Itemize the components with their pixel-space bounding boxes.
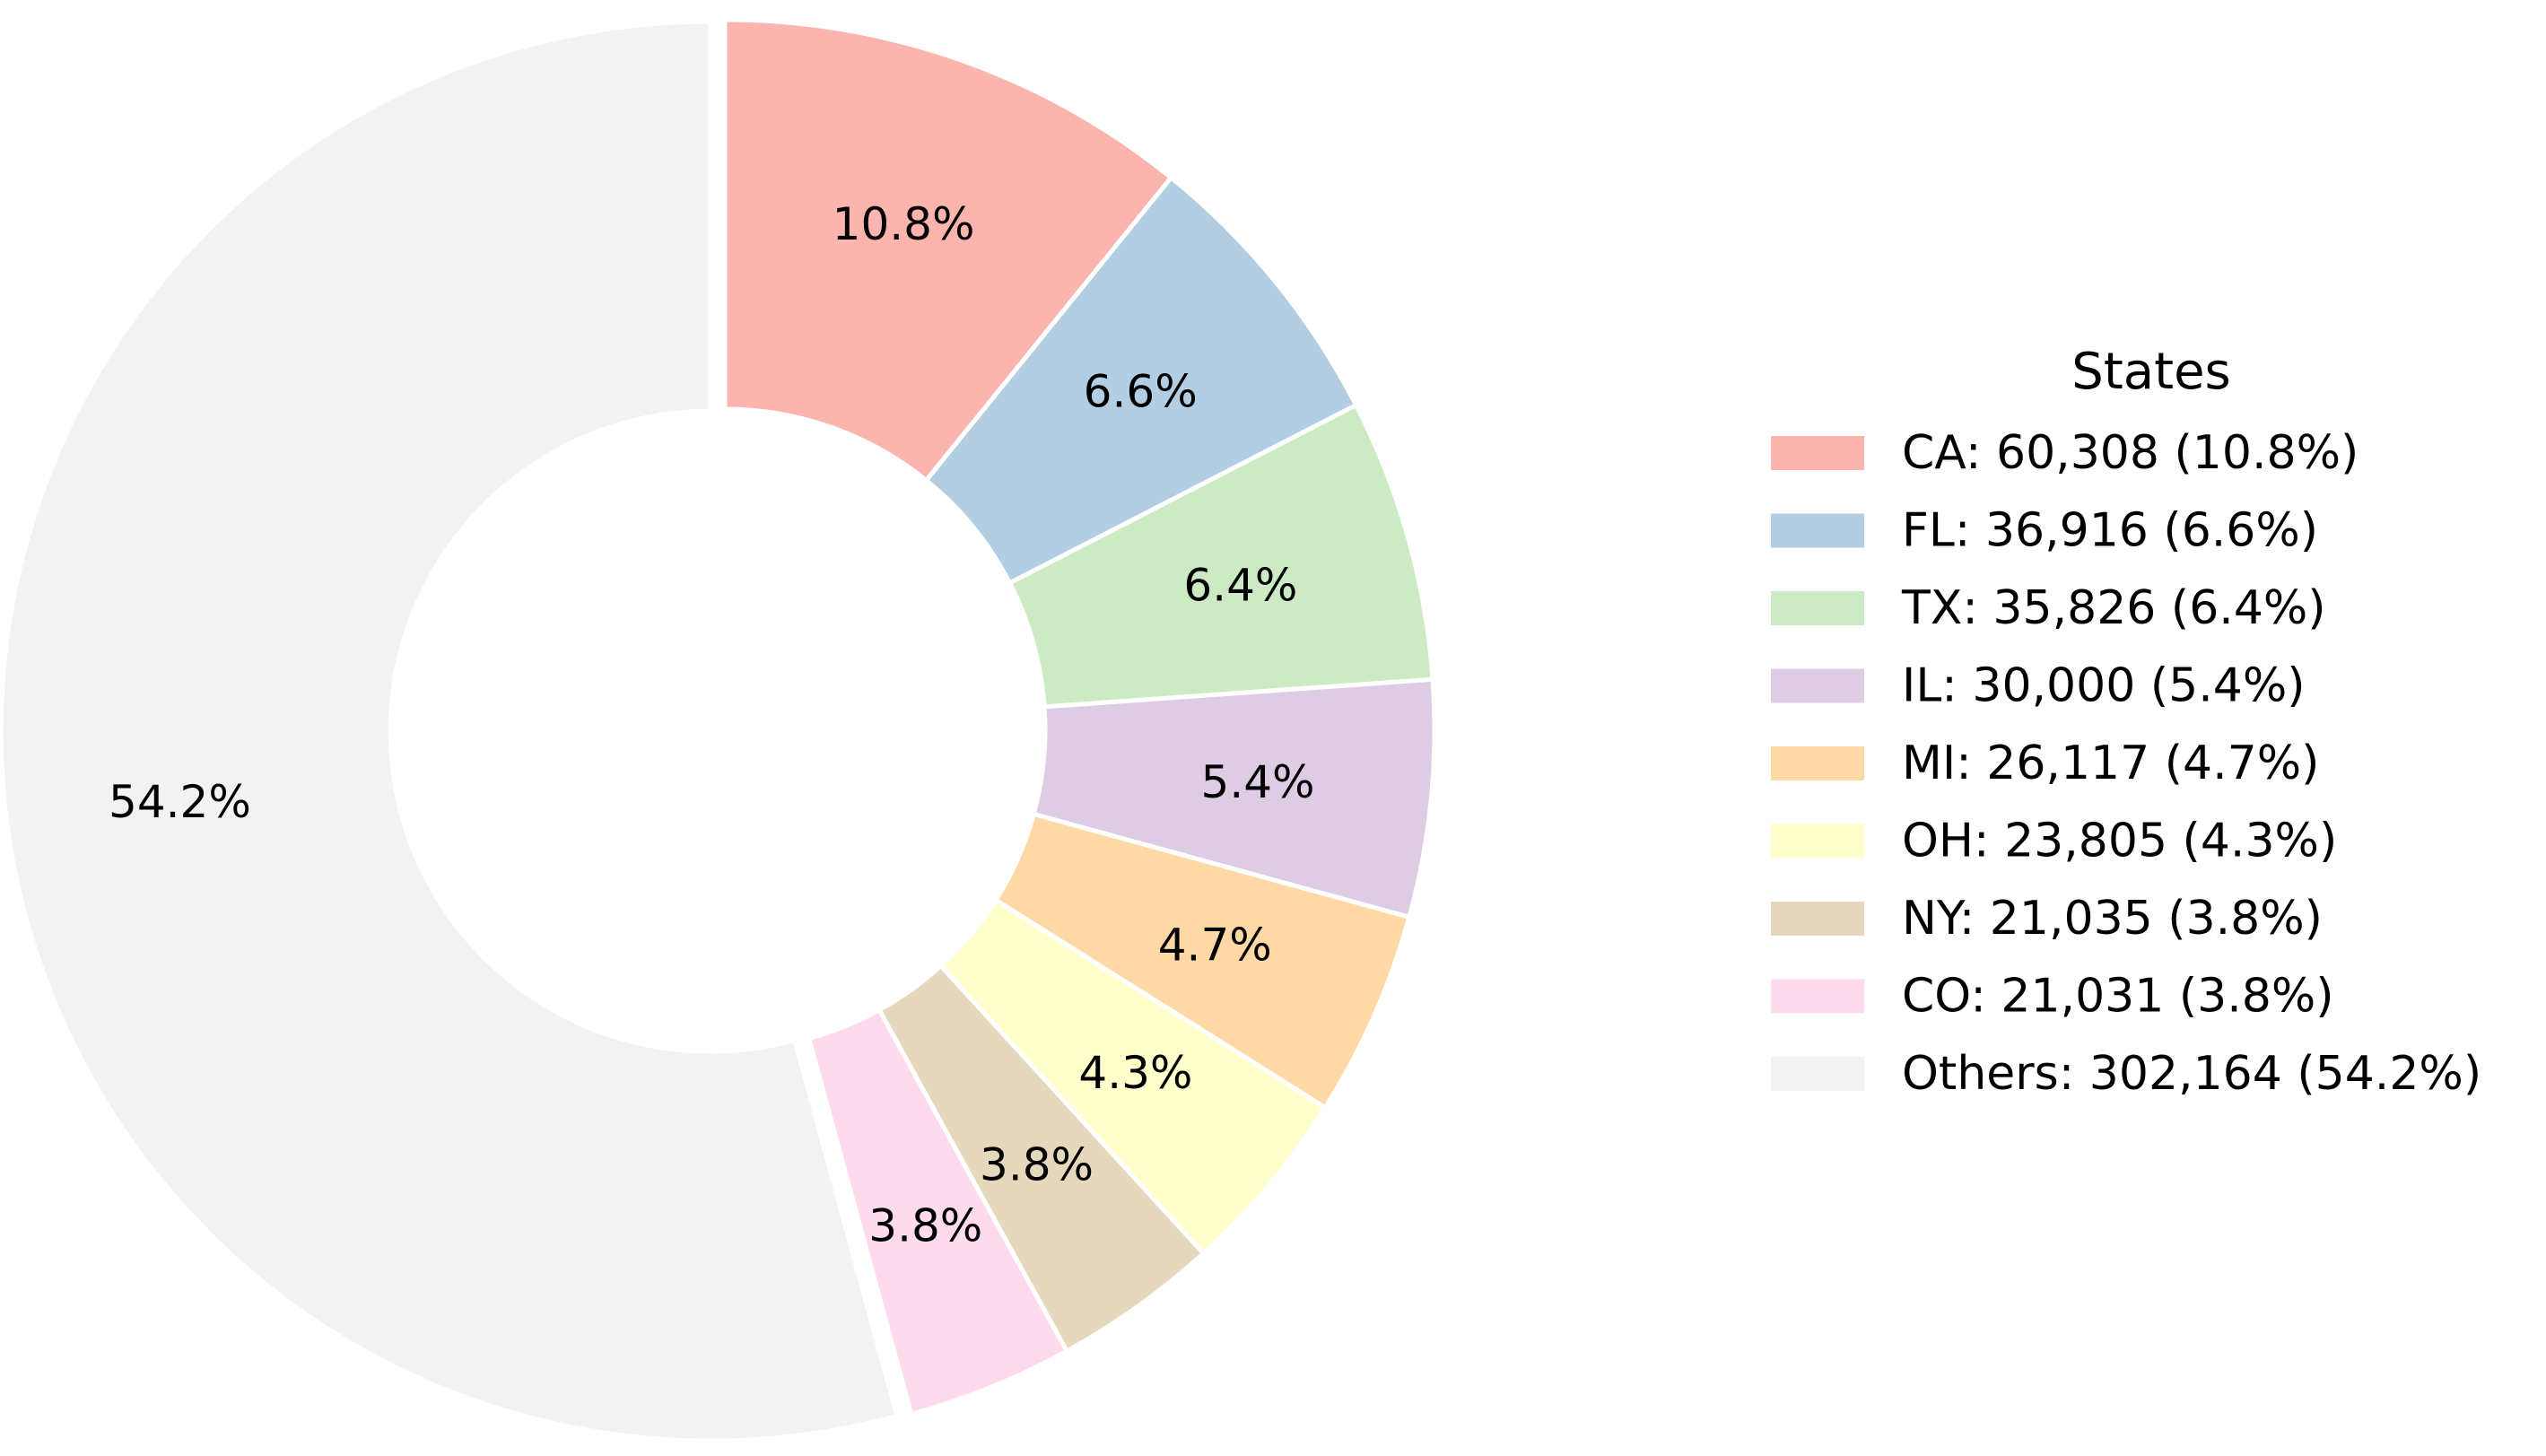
legend-item-ca: CA: 60,308 (10.8%) xyxy=(1771,426,2359,480)
legend-item-tx: TX: 35,826 (6.4%) xyxy=(1771,581,2326,635)
legend-swatch-co xyxy=(1771,979,1864,1014)
percent-label-others: 54.2% xyxy=(109,776,251,828)
legend-label-il: IL: 30,000 (5.4%) xyxy=(1902,659,2306,713)
legend-item-il: IL: 30,000 (5.4%) xyxy=(1771,659,2306,713)
legend-items: CA: 60,308 (10.8%) FL: 36,916 (6.6%) TX: 3… xyxy=(1771,426,2481,1101)
slice-co xyxy=(807,1007,1069,1417)
legend-swatch-fl xyxy=(1771,513,1864,548)
legend-swatch-oh xyxy=(1771,824,1864,859)
legend-label-fl: FL: 36,916 (6.6%) xyxy=(1902,504,2318,558)
legend-label-co: CO: 21,031 (3.8%) xyxy=(1902,970,2334,1024)
legend-label-ny: NY: 21,035 (3.8%) xyxy=(1902,892,2323,946)
percent-label-co: 3.8% xyxy=(868,1199,982,1251)
legend-item-fl: FL: 36,916 (6.6%) xyxy=(1771,504,2318,558)
legend-label-tx: TX: 35,826 (6.4%) xyxy=(1901,581,2326,635)
legend-item-others: Others: 302,164 (54.2%) xyxy=(1771,1047,2481,1101)
percent-label-fl: 6.6% xyxy=(1084,365,1198,417)
legend-swatch-tx xyxy=(1771,591,1864,625)
legend-item-co: CO: 21,031 (3.8%) xyxy=(1771,970,2334,1024)
legend-item-ny: NY: 21,035 (3.8%) xyxy=(1771,892,2323,946)
legend-label-others: Others: 302,164 (54.2%) xyxy=(1902,1047,2481,1101)
donut-slices xyxy=(0,17,1437,1443)
legend-swatch-ca xyxy=(1771,436,1864,470)
percent-label-ny: 3.8% xyxy=(980,1138,1094,1190)
percent-label-ca: 10.8% xyxy=(833,198,975,250)
slice-others xyxy=(0,19,900,1443)
percent-label-oh: 4.3% xyxy=(1078,1047,1192,1099)
slice-percent-labels: 10.8% 6.6% 6.4% 5.4% 4.7% 4.3% 3.8% 3.8% 54.2% xyxy=(109,198,1315,1251)
percent-label-mi: 4.7% xyxy=(1158,920,1272,972)
slice-ca xyxy=(722,17,1173,483)
legend-swatch-mi xyxy=(1771,746,1864,780)
percent-label-tx: 6.4% xyxy=(1183,559,1297,611)
legend: States CA: 60,308 (10.8%) FL: 36,916 (6.6… xyxy=(1771,343,2481,1101)
slice-fl xyxy=(923,175,1359,586)
legend-item-oh: OH: 23,805 (4.3%) xyxy=(1771,815,2337,868)
legend-label-oh: OH: 23,805 (4.3%) xyxy=(1902,815,2337,868)
percent-label-il: 5.4% xyxy=(1201,756,1315,808)
legend-swatch-others xyxy=(1771,1057,1864,1091)
legend-title: States xyxy=(2071,343,2230,401)
legend-swatch-ny xyxy=(1771,902,1864,936)
legend-item-mi: MI: 26,117 (4.7%) xyxy=(1771,737,2319,790)
legend-swatch-il xyxy=(1771,668,1864,703)
legend-label-ca: CA: 60,308 (10.8%) xyxy=(1902,426,2359,480)
legend-label-mi: MI: 26,117 (4.7%) xyxy=(1902,737,2319,790)
